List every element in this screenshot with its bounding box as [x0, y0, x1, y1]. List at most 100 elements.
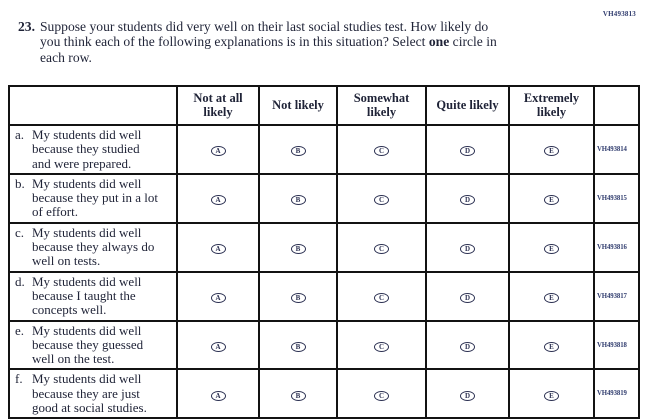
cell-option-b: B: [258, 319, 338, 371]
cell-option-e: E: [508, 172, 595, 224]
cell-option-c: C: [336, 172, 427, 224]
row-accession-code: VH493818: [593, 319, 640, 371]
bubble-option-e[interactable]: E: [544, 293, 559, 304]
table-row-f: f. My students did well because they are…: [8, 368, 640, 419]
cell-option-b: B: [258, 221, 338, 273]
header-row: Not at all likely Not likely Somewhat li…: [8, 85, 640, 126]
row-accession-code: VH493814: [593, 124, 640, 175]
bubble-option-d[interactable]: D: [460, 390, 475, 401]
row-label: e. My students did well because they gue…: [8, 319, 178, 371]
row-accession-code: VH493816: [593, 221, 640, 273]
bubble-option-a[interactable]: A: [210, 244, 226, 255]
table-row-a: a. My students did well because they stu…: [8, 124, 640, 175]
question-block: 23. Suppose your students did very well …: [18, 19, 497, 65]
row-accession-code: VH493817: [593, 270, 640, 322]
cell-option-c: C: [336, 124, 427, 175]
cell-option-d: D: [425, 124, 510, 175]
row-text: My students did well because they put in…: [32, 175, 158, 220]
row-label: f. My students did well because they are…: [8, 368, 178, 419]
table-row-b: b. My students did well because they put…: [8, 172, 640, 224]
bubble-option-c[interactable]: C: [374, 244, 389, 255]
question-line-3: each row.: [40, 49, 92, 65]
question-accession-code: VH493813: [602, 10, 636, 18]
bubble-option-a[interactable]: A: [210, 195, 226, 206]
cell-option-d: D: [425, 319, 510, 371]
cell-option-b: B: [258, 368, 338, 419]
cell-option-c: C: [336, 221, 427, 273]
cell-option-a: A: [176, 172, 260, 224]
bubble-option-e[interactable]: E: [544, 244, 559, 255]
question-line-2-post: circle in: [449, 34, 497, 50]
bubble-option-c[interactable]: C: [374, 195, 389, 206]
bubble-option-b[interactable]: B: [290, 195, 306, 206]
row-text: My students did well because they guesse…: [32, 322, 144, 367]
question-bold-word: one: [428, 34, 450, 50]
likert-response-table: Not at all likely Not likely Somewhat li…: [8, 85, 640, 419]
bubble-option-d[interactable]: D: [460, 293, 475, 304]
bubble-option-c[interactable]: C: [374, 146, 389, 157]
col-header-quite-likely: Quite likely: [425, 85, 510, 126]
question-line-1: Suppose your students did very well on t…: [40, 19, 489, 34]
bubble-option-d[interactable]: D: [460, 342, 475, 352]
cell-option-d: D: [425, 368, 510, 419]
bubble-option-c[interactable]: C: [374, 293, 389, 304]
bubble-option-a[interactable]: A: [210, 146, 226, 157]
bubble-option-d[interactable]: D: [460, 146, 475, 157]
cell-option-c: C: [336, 270, 427, 322]
row-label: c. My students did well because they alw…: [8, 221, 178, 273]
bubble-option-b[interactable]: B: [290, 146, 306, 157]
table-row-c: c. My students did well because they alw…: [8, 221, 640, 273]
bubble-option-a[interactable]: A: [210, 293, 226, 304]
bubble-option-d[interactable]: D: [460, 244, 475, 255]
bubble-option-b[interactable]: B: [290, 342, 306, 352]
row-label: b. My students did well because they put…: [8, 172, 178, 224]
row-letter: a.: [15, 127, 25, 142]
cell-option-e: E: [508, 221, 595, 273]
row-text: My students did well because I taught th…: [32, 273, 142, 318]
row-accession-code: VH493815: [593, 172, 640, 224]
bubble-option-c[interactable]: C: [374, 390, 389, 401]
row-accession-code: VH493819: [593, 368, 640, 419]
row-letter: b.: [15, 175, 25, 191]
cell-option-b: B: [258, 124, 338, 175]
bubble-option-b[interactable]: B: [290, 293, 306, 304]
cell-option-b: B: [258, 270, 338, 322]
col-header-extremely-likely: Extremely likely: [508, 85, 595, 126]
bubble-option-e[interactable]: E: [544, 390, 559, 401]
bubble-option-a[interactable]: A: [210, 342, 226, 352]
code-column-header: [593, 85, 640, 126]
cell-option-d: D: [425, 172, 510, 224]
cell-option-e: E: [508, 319, 595, 371]
row-text: My students did well because they always…: [32, 224, 155, 269]
cell-option-a: A: [176, 368, 260, 419]
bubble-option-b[interactable]: B: [290, 244, 306, 255]
cell-option-c: C: [336, 319, 427, 371]
cell-option-e: E: [508, 124, 595, 175]
bubble-option-a[interactable]: A: [210, 390, 226, 401]
row-text: My students did well because they are ju…: [32, 371, 147, 416]
row-letter: f.: [15, 371, 23, 387]
row-letter: c.: [15, 224, 25, 240]
row-letter: d.: [15, 273, 25, 289]
corner-cell-empty: [8, 85, 178, 126]
cell-option-a: A: [176, 221, 260, 273]
bubble-option-e[interactable]: E: [544, 146, 559, 157]
bubble-option-b[interactable]: B: [290, 390, 306, 401]
bubble-option-d[interactable]: D: [460, 195, 475, 206]
table-row-e: e. My students did well because they gue…: [8, 319, 640, 371]
cell-option-e: E: [508, 368, 595, 419]
bubble-option-e[interactable]: E: [544, 195, 559, 206]
cell-option-b: B: [258, 172, 338, 224]
row-text: My students did well because they studie…: [32, 127, 142, 171]
row-label: d. My students did well because I taught…: [8, 270, 178, 322]
question-number: 23.: [18, 19, 35, 34]
row-letter: e.: [15, 322, 25, 338]
col-header-not-at-all-likely: Not at all likely: [176, 85, 260, 126]
bubble-option-c[interactable]: C: [374, 342, 389, 352]
cell-option-d: D: [425, 221, 510, 273]
question-text: Suppose your students did very well on t…: [40, 19, 497, 65]
cell-option-d: D: [425, 270, 510, 322]
cell-option-a: A: [176, 270, 260, 322]
bubble-option-e[interactable]: E: [544, 342, 559, 352]
